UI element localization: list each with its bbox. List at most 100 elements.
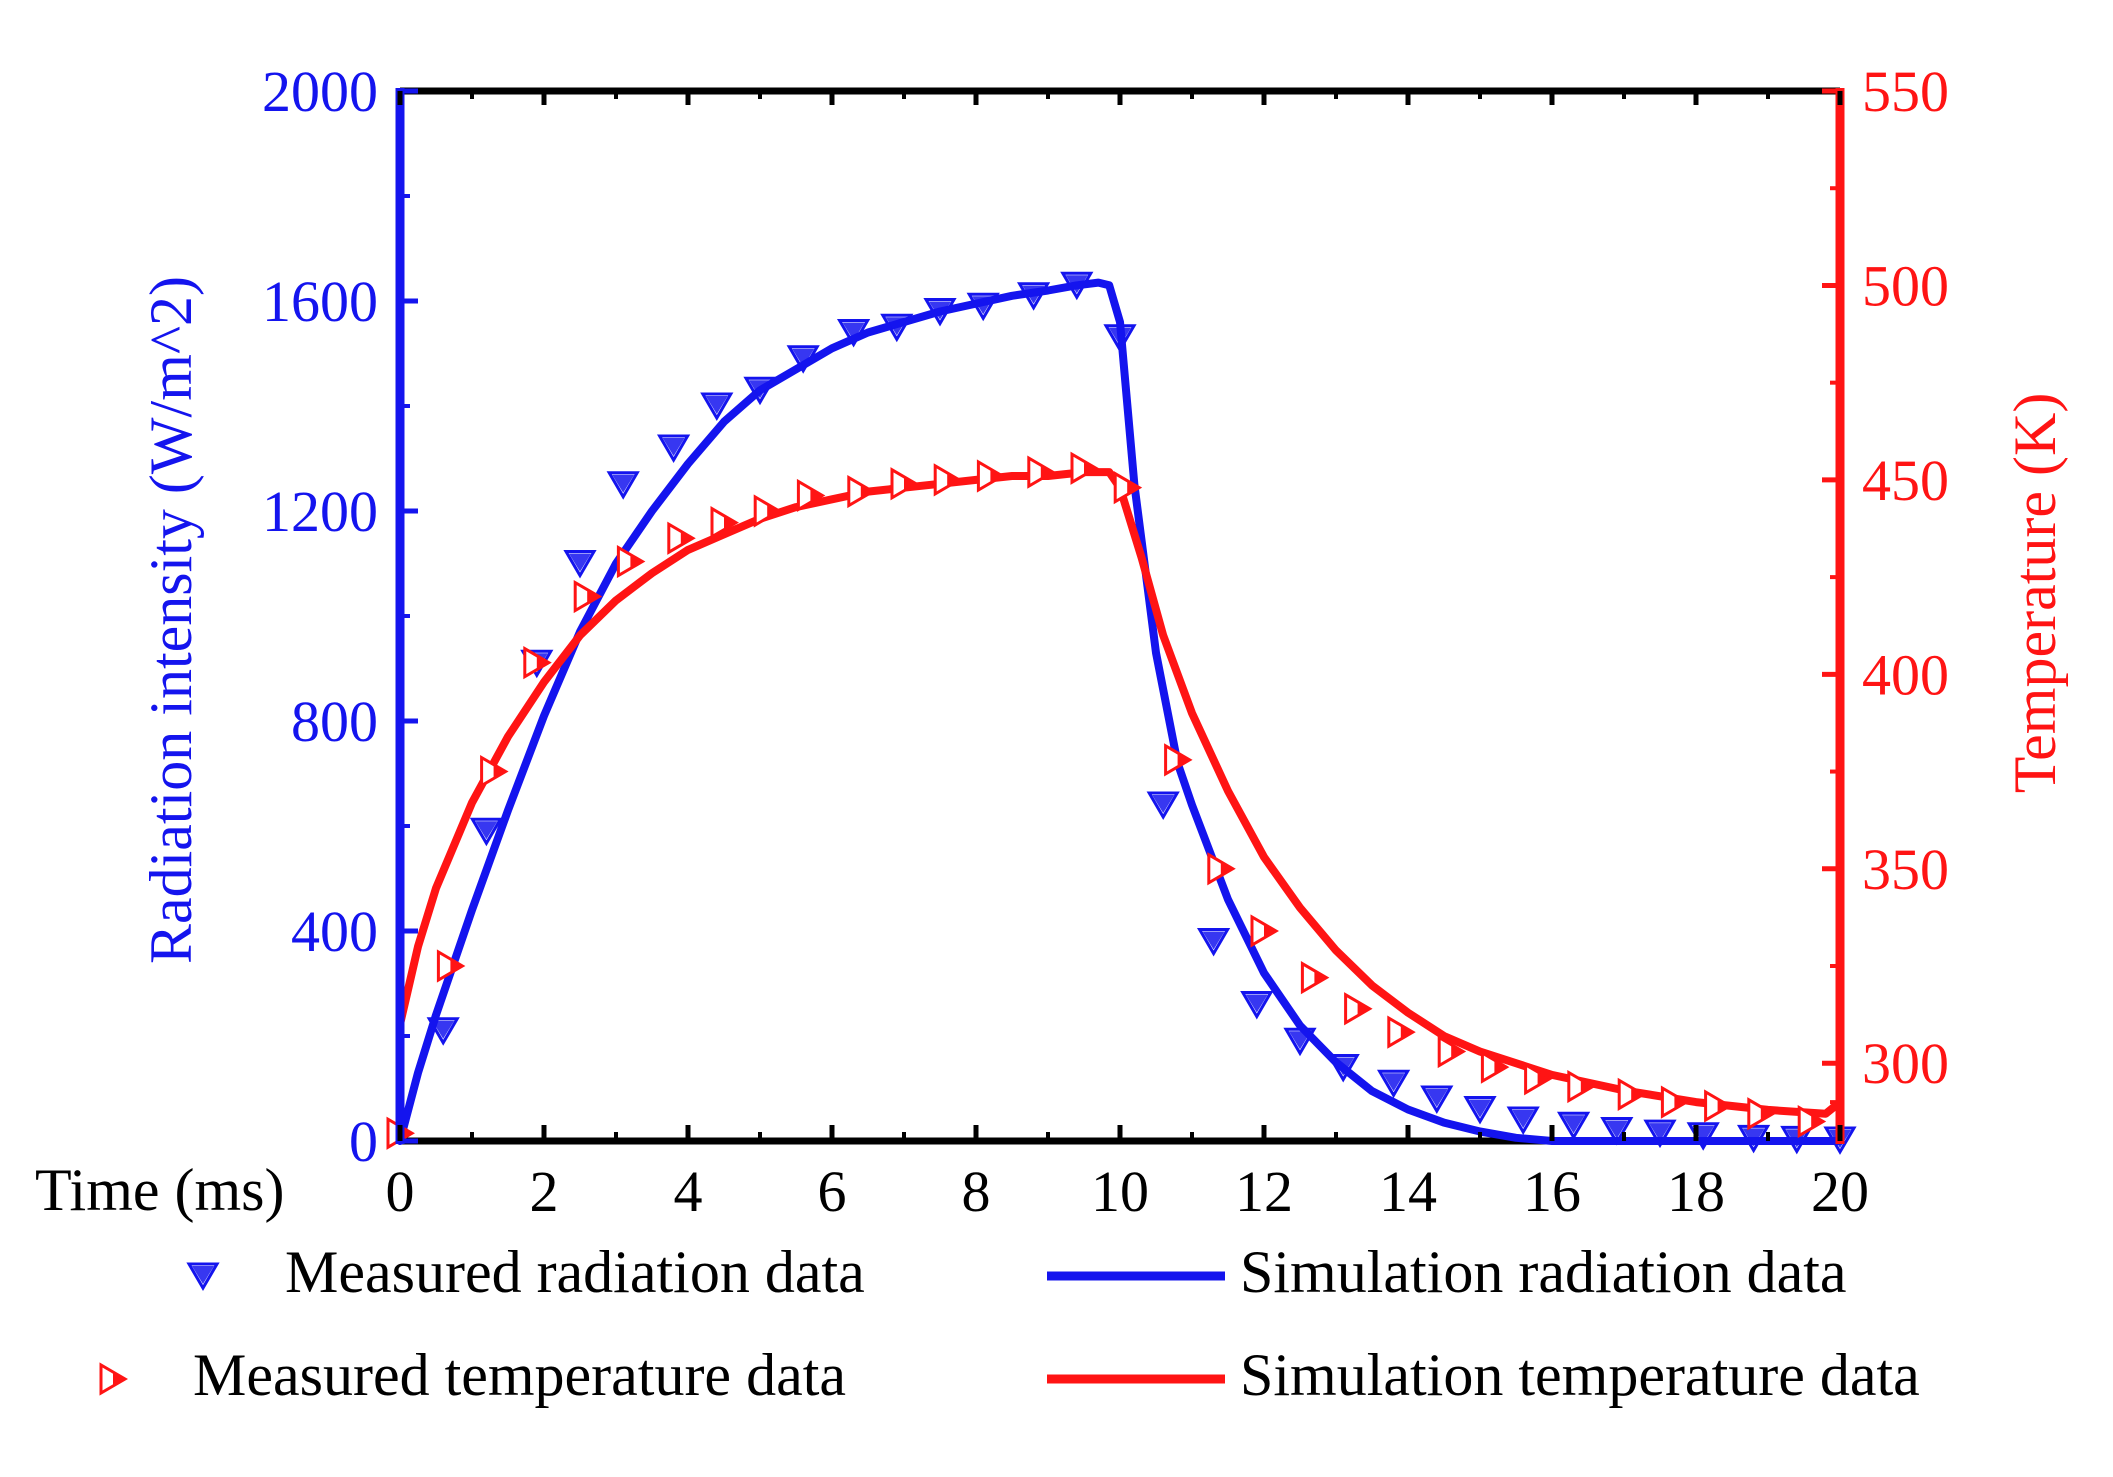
measured-temperature-point-fill <box>1631 1087 1642 1102</box>
x-tick-label: 2 <box>530 1159 559 1224</box>
measured-radiation-point <box>923 298 957 327</box>
measured-radiation-point <box>1463 1096 1497 1125</box>
measured-radiation-point <box>1146 791 1180 820</box>
measured-radiation-point-fill <box>1469 1099 1491 1118</box>
measured-radiation-point-fill <box>1109 327 1131 346</box>
legend-label-simulation-radiation: Simulation radiation data <box>1240 1239 1847 1305</box>
y-left-axis-label: Radiation intensity (W/m^2) <box>138 276 204 964</box>
measured-radiation-point <box>1326 1054 1360 1083</box>
measured-radiation-point-fill <box>1245 994 1268 1013</box>
y-left-tick-label: 400 <box>291 899 378 964</box>
measured-temperature-point-fill <box>1400 1025 1411 1040</box>
legend-symbol-measured-temperature-fill <box>113 1372 123 1386</box>
measured-temperature-point-fill <box>767 504 778 518</box>
measured-radiation-point-fill <box>1382 1073 1405 1092</box>
measured-radiation-point-fill <box>569 553 591 572</box>
measured-radiation-point <box>656 434 691 463</box>
x-tick-label: 0 <box>386 1159 415 1224</box>
measured-radiation-point-fill <box>705 396 728 414</box>
y-right-tick-label: 300 <box>1862 1031 1949 1096</box>
legend-label-simulation-temperature: Simulation temperature data <box>1240 1342 1920 1408</box>
measured-radiation-point <box>426 1017 460 1046</box>
measured-temperature-point-fill <box>630 554 641 569</box>
measured-radiation-point <box>1506 1106 1540 1135</box>
measured-radiation-point-fill <box>749 380 771 399</box>
measured-radiation-point <box>1600 1117 1634 1146</box>
measured-radiation-point <box>1103 324 1137 353</box>
measured-radiation-point <box>563 550 597 579</box>
measured-temperature-point-fill <box>810 488 821 503</box>
y-left-tick-label: 2000 <box>262 59 378 124</box>
y-right-axis-label: Temperature (K) <box>2002 393 2068 794</box>
measured-temperature-point-fill <box>1127 480 1138 495</box>
y-right-tick-label: 350 <box>1862 837 1949 902</box>
measured-temperature-point-fill <box>860 484 871 499</box>
measured-temperature-point-fill <box>450 959 461 973</box>
measured-radiation-point <box>469 817 504 847</box>
y-right-tick-label: 400 <box>1862 642 1949 707</box>
measured-radiation-point-fill <box>612 474 635 493</box>
measured-temperature-point-fill <box>493 764 504 779</box>
measured-radiation-point-fill <box>972 296 995 315</box>
measured-temperature-point-fill <box>1220 861 1231 876</box>
measured-temperature-point-fill <box>587 589 598 604</box>
measured-radiation-point <box>1376 1069 1411 1099</box>
measured-temperature-point-fill <box>1357 1001 1368 1016</box>
x-tick-label: 4 <box>674 1159 703 1224</box>
simulation-radiation-line <box>396 278 1844 1145</box>
measured-radiation-point-fill <box>792 348 815 367</box>
measured-radiation-point <box>966 292 1000 322</box>
measured-radiation-point-fill <box>1202 931 1225 950</box>
measured-temperature-point-fill <box>1580 1079 1591 1094</box>
y-right-tick-label: 450 <box>1862 448 1949 513</box>
measured-radiation-point-fill <box>1512 1110 1535 1128</box>
y-left-tick-label: 1600 <box>262 269 378 334</box>
measured-radiation-point-fill <box>1022 285 1045 304</box>
measured-temperature-point-fill <box>1811 1114 1822 1129</box>
measured-radiation-point-fill <box>842 322 865 341</box>
y-left-tick-label: 1200 <box>262 479 378 544</box>
measured-radiation-point-fill <box>1289 1031 1311 1050</box>
measured-radiation-point-fill <box>1562 1115 1585 1134</box>
measured-temperature-point-fill <box>1451 1044 1462 1059</box>
measured-radiation-point-fill <box>1425 1089 1448 1107</box>
measured-temperature-point-fill <box>990 469 1001 483</box>
measured-temperature-point-fill <box>680 531 691 546</box>
y-left-tick-label: 800 <box>291 689 378 754</box>
x-tick-label: 8 <box>962 1159 991 1224</box>
legend: Measured radiation data Simulation radiat… <box>99 1239 1920 1408</box>
measured-radiation-point-fill <box>662 438 685 456</box>
measured-temperature-point-fill <box>1084 461 1094 476</box>
measured-temperature-point-fill <box>536 655 547 670</box>
x-tick-label: 18 <box>1667 1159 1725 1224</box>
x-tick-label: 6 <box>818 1159 847 1224</box>
measured-radiation-point-fill <box>1742 1128 1765 1147</box>
measured-radiation-point <box>700 392 734 421</box>
measured-radiation-point-fill <box>1152 795 1175 813</box>
measured-radiation-point <box>880 313 914 343</box>
legend-symbol-measured-radiation <box>186 1262 220 1291</box>
measured-radiation-point <box>836 319 871 348</box>
x-tick-label: 12 <box>1235 1159 1293 1224</box>
measured-radiation-point-fill <box>885 317 908 336</box>
measured-radiation-point <box>1060 271 1094 301</box>
measured-radiation-point-fill <box>929 301 951 320</box>
plot-area: 0 400 800 1200 1600 2000 300 350 400 450 500 550 0 2 4… <box>262 59 1949 1224</box>
x-tick-label: 20 <box>1811 1159 1869 1224</box>
measured-radiation-point <box>1016 282 1051 311</box>
measured-radiation-point-fill <box>1332 1057 1355 1076</box>
measured-temperature-point-fill <box>904 476 914 491</box>
y-right-tick-label: 500 <box>1862 253 1949 318</box>
x-tick-label: 14 <box>1379 1159 1437 1224</box>
measured-radiation-point-fill <box>1065 275 1088 294</box>
x-tick-label: 16 <box>1523 1159 1581 1224</box>
measured-temperature-point-fill <box>947 472 958 487</box>
measured-temperature-point-fill <box>1494 1060 1505 1075</box>
measured-temperature-point-fill <box>724 515 734 530</box>
measured-temperature-point-fill <box>1674 1095 1685 1110</box>
measured-temperature-point-fill <box>1717 1099 1728 1113</box>
measured-temperature-point-fill <box>1537 1071 1548 1086</box>
measured-radiation-point <box>1780 1125 1814 1155</box>
measured-temperature-point-fill <box>1177 752 1188 767</box>
